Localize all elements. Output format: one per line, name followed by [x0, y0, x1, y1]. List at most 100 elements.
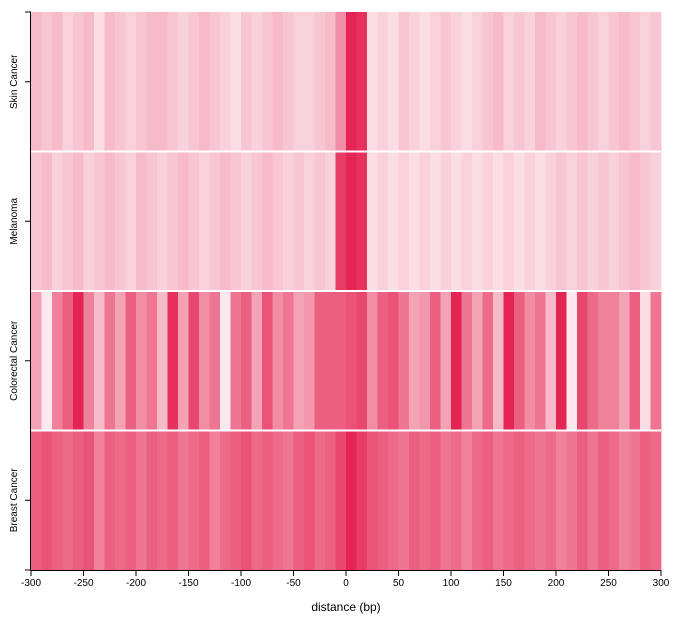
heatmap-cell: [430, 151, 441, 291]
heatmap-cell: [566, 291, 578, 431]
heatmap-cell: [241, 291, 252, 431]
heatmap-cell: [199, 12, 210, 152]
heatmap-cell: [598, 151, 609, 291]
heatmap-cell: [514, 430, 525, 570]
heatmap-cell: [52, 151, 63, 291]
heatmap-cell: [346, 12, 357, 152]
heatmap-cell: [388, 12, 399, 152]
heatmap-cell: [640, 430, 651, 570]
heatmap-cell: [650, 430, 662, 570]
heatmap-cell: [136, 291, 147, 431]
heatmap-cell: [167, 151, 179, 291]
heatmap-cell: [545, 430, 557, 570]
heatmap-cell: [398, 151, 410, 291]
heatmap-cell: [640, 151, 651, 291]
heatmap-cell: [104, 151, 116, 291]
heatmap-cell: [304, 151, 315, 291]
heatmap-cell: [325, 12, 336, 152]
heatmap-cell: [388, 430, 399, 570]
heatmap-cell: [335, 291, 347, 431]
heatmap-cell: [356, 12, 368, 152]
heatmap-cell: [283, 430, 294, 570]
heatmap-cell: [52, 291, 63, 431]
heatmap-cell: [598, 291, 609, 431]
heatmap-cell: [535, 151, 546, 291]
heatmap-cell: [31, 12, 42, 152]
heatmap-cell: [283, 12, 294, 152]
heatmap-cell: [293, 12, 305, 152]
heatmap-cell: [566, 430, 578, 570]
x-tick-label: 150: [495, 578, 512, 589]
heatmap-cell: [451, 430, 462, 570]
heatmap-cell: [398, 291, 410, 431]
x-tick-label: -150: [178, 578, 198, 589]
heatmap-cell: [115, 12, 126, 152]
heatmap-cell: [430, 12, 441, 152]
heatmap-cell: [451, 291, 462, 431]
heatmap-cell: [419, 12, 431, 152]
heatmap-cell: [482, 151, 494, 291]
heatmap-cell: [73, 12, 84, 152]
heatmap-cell: [283, 291, 294, 431]
heatmap-cell: [629, 291, 641, 431]
heatmap-cell: [608, 430, 620, 570]
heatmap-cell: [472, 430, 483, 570]
heatmap-cell: [241, 151, 252, 291]
heatmap-cell: [209, 12, 221, 152]
heatmap-cell: [430, 291, 441, 431]
heatmap-cell: [346, 151, 357, 291]
heatmap-cell: [52, 12, 63, 152]
heatmap-cell: [587, 151, 599, 291]
heatmap-cell: [587, 291, 599, 431]
heatmap-cell: [419, 430, 431, 570]
heatmap-cell: [262, 12, 273, 152]
heatmap-cell: [335, 430, 347, 570]
heatmap-cell: [178, 430, 189, 570]
heatmap-cell: [461, 430, 473, 570]
heatmap-cell: [608, 291, 620, 431]
heatmap-cell: [629, 430, 641, 570]
heatmap-cell: [272, 151, 284, 291]
heatmap-cell: [503, 430, 515, 570]
heatmap-cell: [608, 151, 620, 291]
heatmap-cells: [31, 12, 662, 570]
heatmap-cell: [188, 291, 200, 431]
row-label: Breast Cancer: [9, 468, 20, 533]
heatmap-cell: [251, 151, 263, 291]
heatmap-cell: [325, 151, 336, 291]
heatmap-cell: [73, 430, 84, 570]
heatmap-cell: [62, 151, 74, 291]
x-tick-label: 300: [653, 578, 670, 589]
heatmap-cell: [377, 12, 389, 152]
x-axis: -300 -250 -200 -150 -100 -50 0 50 100 150 200 250 30…: [21, 570, 670, 589]
heatmap-cell: [556, 430, 567, 570]
heatmap-cell: [650, 291, 662, 431]
y-axis: Skin Cancer Melanoma Colorectal Cancer Brea…: [9, 11, 31, 571]
heatmap-cell: [524, 430, 536, 570]
heatmap-cell: [356, 151, 368, 291]
heatmap-cell: [251, 430, 263, 570]
heatmap-cell: [199, 151, 210, 291]
heatmap-cell: [251, 291, 263, 431]
x-tick-label: -200: [126, 578, 146, 589]
heatmap-cell: [188, 151, 200, 291]
x-tick-label: 0: [343, 578, 349, 589]
heatmap-cell: [503, 12, 515, 152]
heatmap-cell: [188, 12, 200, 152]
heatmap-cell: [125, 430, 137, 570]
heatmap-cell: [31, 291, 42, 431]
heatmap-cell: [472, 12, 483, 152]
heatmap-cell: [409, 151, 420, 291]
heatmap-cell: [230, 291, 242, 431]
heatmap-cell: [535, 12, 546, 152]
heatmap-cell: [598, 12, 609, 152]
heatmap-cell: [367, 291, 378, 431]
heatmap-cell: [430, 430, 441, 570]
heatmap-cell: [398, 12, 410, 152]
heatmap-cell: [619, 291, 630, 431]
heatmap-cell: [199, 430, 210, 570]
heatmap-cell: [419, 151, 431, 291]
heatmap-cell: [262, 430, 273, 570]
heatmap-cell: [104, 12, 116, 152]
heatmap-cell: [409, 291, 420, 431]
